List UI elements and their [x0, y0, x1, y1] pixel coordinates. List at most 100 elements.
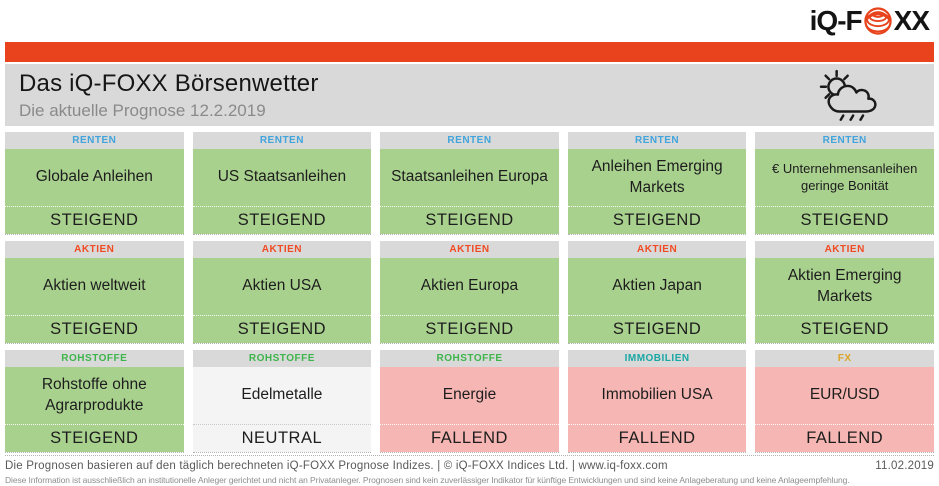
- card-divider: [567, 206, 747, 207]
- card-asset-name: Aktien Japan: [612, 277, 702, 295]
- card-category-label: RENTEN: [755, 132, 934, 149]
- card-status: STEIGEND: [612, 320, 702, 338]
- card-category-label: AKTIEN: [5, 241, 184, 258]
- card-body: Rohstoffe ohne Agrarprodukte STEIGEND: [5, 367, 184, 452]
- card-asset-name: Anleihen Emerging Markets: [591, 158, 723, 196]
- card-category-label: FX: [755, 350, 934, 367]
- footer-info: Die Prognosen basieren auf den täglich b…: [5, 460, 668, 472]
- card-asset-name: Aktien Europa: [420, 277, 519, 295]
- card-status: STEIGEND: [237, 211, 327, 229]
- forecast-card: FX EUR/USD FALLEND: [755, 350, 934, 453]
- card-status: STEIGEND: [800, 320, 889, 338]
- card-body: US Staatsanleihen STEIGEND: [192, 149, 372, 234]
- forecast-card: RENTEN Anleihen Emerging Markets STEIGEND: [567, 132, 747, 235]
- forecast-card: RENTEN Globale Anleihen STEIGEND: [5, 132, 184, 235]
- card-category-label: RENTEN: [5, 132, 184, 149]
- card-divider: [567, 424, 747, 425]
- card-divider: [755, 315, 934, 316]
- card-body: Aktien Japan STEIGEND: [567, 258, 747, 343]
- card-status: STEIGEND: [50, 320, 139, 338]
- card-status: STEIGEND: [425, 211, 514, 229]
- card-divider: [755, 206, 934, 207]
- forecast-card: IMMOBILIEN Immobilien USA FALLEND: [567, 350, 747, 453]
- card-divider: [755, 424, 934, 425]
- card-asset-name: € Unternehmensanleihen geringe Bonität: [772, 160, 918, 193]
- card-body: Staatsanleihen Europa STEIGEND: [380, 149, 559, 234]
- brand-logo-prefix: iQ-F: [809, 5, 863, 36]
- forecast-card: RENTEN Staatsanleihen Europa STEIGEND: [380, 132, 559, 235]
- card-divider: [192, 424, 372, 425]
- forecast-card: ROHSTOFFE Energie FALLEND: [380, 350, 559, 453]
- forecast-card: ROHSTOFFE Edelmetalle NEUTRAL: [192, 350, 372, 453]
- forecast-card: AKTIEN Aktien USA STEIGEND: [192, 241, 372, 344]
- card-status: STEIGEND: [237, 320, 327, 338]
- top-bar: iQ-F XX: [0, 0, 939, 42]
- card-divider: [5, 206, 184, 207]
- card-divider: [192, 206, 372, 207]
- card-divider: [5, 315, 184, 316]
- card-body: Aktien Emerging Markets STEIGEND: [755, 258, 934, 343]
- footer-disclaimer: Diese Information ist ausschließlich an …: [5, 475, 850, 485]
- footer-date: 11.02.2019: [875, 460, 934, 472]
- forecast-card: AKTIEN Aktien Europa STEIGEND: [380, 241, 559, 344]
- forecast-card: ROHSTOFFE Rohstoffe ohne Agrarprodukte STE…: [5, 350, 184, 453]
- card-body: Globale Anleihen STEIGEND: [5, 149, 184, 234]
- page-subtitle: Die aktuelle Prognose 12.2.2019: [19, 100, 266, 120]
- forecast-card: RENTEN US Staatsanleihen STEIGEND: [192, 132, 372, 235]
- card-category-label: RENTEN: [380, 132, 559, 149]
- card-divider: [192, 315, 372, 316]
- card-category-label: IMMOBILIEN: [567, 350, 747, 367]
- card-asset-name: Staatsanleihen Europa: [391, 168, 548, 186]
- card-category-label: AKTIEN: [755, 241, 934, 258]
- card-category-label: RENTEN: [192, 132, 372, 149]
- card-body: Anleihen Emerging Markets STEIGEND: [567, 149, 747, 234]
- card-body: Aktien Europa STEIGEND: [380, 258, 559, 343]
- card-body: EUR/USD FALLEND: [755, 367, 934, 452]
- brand-logo-suffix: XX: [893, 5, 930, 36]
- weather-icon: [819, 69, 877, 121]
- card-asset-name: Aktien USA: [242, 277, 322, 295]
- card-status: STEIGEND: [800, 211, 889, 229]
- card-asset-name: Globale Anleihen: [35, 168, 153, 186]
- card-asset-name: Aktien weltweit: [43, 277, 146, 295]
- card-body: Aktien weltweit STEIGEND: [5, 258, 184, 343]
- card-status: FALLEND: [618, 429, 696, 447]
- accent-bar: [5, 42, 934, 62]
- card-divider: [380, 424, 559, 425]
- footer: Die Prognosen basieren auf den täglich b…: [5, 455, 934, 485]
- card-asset-name: Rohstoffe ohne Agrarprodukte: [41, 376, 147, 414]
- card-status: STEIGEND: [612, 211, 702, 229]
- card-body: Aktien USA STEIGEND: [192, 258, 372, 343]
- card-asset-name: Immobilien USA: [601, 386, 713, 404]
- card-divider: [567, 315, 747, 316]
- card-body: Immobilien USA FALLEND: [567, 367, 747, 452]
- card-status: NEUTRAL: [241, 429, 323, 447]
- forecast-card: AKTIEN Aktien Emerging Markets STEIGEND: [755, 241, 934, 344]
- card-category-label: AKTIEN: [567, 241, 747, 258]
- card-asset-name: EUR/USD: [809, 386, 880, 404]
- card-category-label: RENTEN: [567, 132, 747, 149]
- card-asset-name: Edelmetalle: [241, 386, 323, 404]
- card-asset-name: Aktien Emerging Markets: [787, 267, 902, 305]
- forecast-grid: RENTEN Globale Anleihen STEIGEND RENTEN US S…: [5, 132, 934, 453]
- card-category-label: ROHSTOFFE: [380, 350, 559, 367]
- brand-logo: iQ-F XX: [809, 5, 930, 36]
- card-category-label: AKTIEN: [192, 241, 372, 258]
- forecast-card: AKTIEN Aktien weltweit STEIGEND: [5, 241, 184, 344]
- card-body: Energie FALLEND: [380, 367, 559, 452]
- card-asset-name: Energie: [442, 386, 497, 404]
- card-category-label: ROHSTOFFE: [192, 350, 372, 367]
- card-status: STEIGEND: [425, 320, 514, 338]
- card-category-label: ROHSTOFFE: [5, 350, 184, 367]
- card-category-label: AKTIEN: [380, 241, 559, 258]
- card-status: STEIGEND: [50, 429, 139, 447]
- card-status: FALLEND: [806, 429, 884, 447]
- forecast-card: AKTIEN Aktien Japan STEIGEND: [567, 241, 747, 344]
- card-body: € Unternehmensanleihen geringe Bonität ST…: [755, 149, 934, 234]
- card-body: Edelmetalle NEUTRAL: [192, 367, 372, 452]
- card-divider: [380, 315, 559, 316]
- forecast-card: RENTEN € Unternehmensanleihen geringe Bon…: [755, 132, 934, 235]
- page-title: Das iQ-FOXX Börsenwetter: [19, 69, 319, 97]
- card-status: FALLEND: [431, 429, 508, 447]
- title-band: Das iQ-FOXX Börsenwetter Die aktuelle Pr…: [5, 64, 934, 126]
